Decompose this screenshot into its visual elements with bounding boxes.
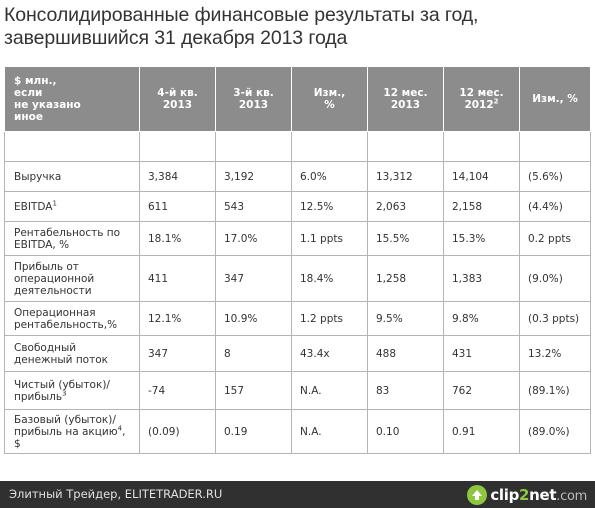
value-cell: (0.3 ppts) (519, 301, 591, 336)
value-cell: 43.4x (291, 335, 368, 372)
value-cell: -74 (139, 371, 216, 410)
value-cell: 157 (215, 371, 292, 410)
value-cell: 13,312 (367, 161, 444, 192)
row-label: EBITDA1 (4, 191, 140, 222)
value-cell: 12.5% (291, 191, 368, 222)
row-label: Выручка (4, 161, 140, 192)
arrow-up-icon (467, 485, 488, 505)
value-cell: (9.0%) (519, 255, 591, 302)
value-cell: 6.0% (291, 161, 368, 192)
value-cell: 0.2 ppts (519, 221, 591, 256)
value-cell: 2,158 (443, 191, 520, 222)
header-change-quarter: Изм., % (291, 66, 368, 132)
table-row: Чистый (убыток)/прибыль3 -74 157 N.A. 83 762(… (4, 371, 591, 410)
value-cell: 3,384 (139, 161, 216, 192)
page-title-line-1: Консолидированные финансовые результаты … (4, 4, 479, 26)
value-cell: 12.1% (139, 301, 216, 336)
value-cell: (89.1%) (519, 371, 591, 410)
table-spacer-row (4, 131, 591, 162)
value-cell: 9.8% (443, 301, 520, 336)
value-cell: 1,258 (367, 255, 444, 302)
value-cell: (5.6%) (519, 161, 591, 192)
value-cell: 18.4% (291, 255, 368, 302)
value-cell: 3,192 (215, 161, 292, 192)
table-row: Свободный денежный поток 347 8 43.4x 488 431 1… (4, 335, 591, 372)
source-credit: Элитный Трейдер, ELITETRADER.RU (9, 487, 223, 501)
value-cell: 13.2% (519, 335, 591, 372)
footer-bar: Элитный Трейдер, ELITETRADER.RU clip2net… (0, 481, 595, 508)
empty-cell (291, 131, 368, 162)
value-cell: 1.1 ppts (291, 221, 368, 256)
value-cell: (89.0%) (519, 409, 591, 454)
empty-cell (139, 131, 216, 162)
value-cell: 15.3% (443, 221, 520, 256)
row-label: Базовый (убыток)/прибыль на акцию4, $ (4, 409, 140, 454)
table-row: Прибыль от операционной деятельности 411 3… (4, 255, 591, 302)
header-q3-2013: 3-й кв. 2013 (215, 66, 292, 132)
financial-results-table: $ млн., если не указано иное 4-й кв. 201… (4, 66, 591, 454)
table-row: Рентабельность по EBITDA, % 18.1% 17.0% 1.1… (4, 221, 591, 256)
value-cell: 10.9% (215, 301, 292, 336)
value-cell: 15.5% (367, 221, 444, 256)
value-cell: 488 (367, 335, 444, 372)
value-cell: 2,063 (367, 191, 444, 222)
value-cell: 9.5% (367, 301, 444, 336)
value-cell: 18.1% (139, 221, 216, 256)
value-cell: N.A. (291, 409, 368, 454)
page-title-line-2: завершившийся 31 декабря 2013 года (4, 27, 348, 49)
value-cell: 83 (367, 371, 444, 410)
value-cell: 431 (443, 335, 520, 372)
row-label: Рентабельность по EBITDA, % (4, 221, 140, 256)
empty-cell (443, 131, 520, 162)
value-cell: 543 (215, 191, 292, 222)
value-cell: 1.2 ppts (291, 301, 368, 336)
value-cell: 1,383 (443, 255, 520, 302)
clip2net-logo: clip2net.com (467, 484, 587, 506)
value-cell: N.A. (291, 371, 368, 410)
header-units: $ млн., если не указано иное (4, 66, 140, 132)
row-label: Свободный денежный поток (4, 335, 140, 372)
value-cell: 0.10 (367, 409, 444, 454)
table-header-row: $ млн., если не указано иное 4-й кв. 201… (4, 66, 591, 132)
table-row: Выручка 3,384 3,192 6.0% 13,312 14,104 (5.6%) (4, 161, 591, 192)
table-row: Операционная рентабельность,% 12.1% 10.9% 1… (4, 301, 591, 336)
header-q4-2013: 4-й кв. 2013 (139, 66, 216, 132)
table-row: Базовый (убыток)/прибыль на акцию4, $ (0.… (4, 409, 591, 454)
value-cell: (4.4%) (519, 191, 591, 222)
row-label: Прибыль от операционной деятельности (4, 255, 140, 302)
value-cell: 347 (139, 335, 216, 372)
empty-cell (519, 131, 591, 162)
value-cell: 611 (139, 191, 216, 222)
value-cell: 8 (215, 335, 292, 372)
row-label: Чистый (убыток)/прибыль3 (4, 371, 140, 410)
value-cell: 0.91 (443, 409, 520, 454)
empty-cell (215, 131, 292, 162)
header-12m-2012: 12 мес. 20122 (443, 66, 520, 132)
value-cell: 14,104 (443, 161, 520, 192)
value-cell: 347 (215, 255, 292, 302)
empty-cell (4, 131, 140, 162)
page-title: Консолидированные финансовые результаты … (4, 4, 589, 50)
value-cell: 0.19 (215, 409, 292, 454)
value-cell: (0.09) (139, 409, 216, 454)
empty-cell (367, 131, 444, 162)
value-cell: 17.0% (215, 221, 292, 256)
header-change-year: Изм., % (519, 66, 591, 132)
row-label: Операционная рентабельность,% (4, 301, 140, 336)
value-cell: 762 (443, 371, 520, 410)
table-row: EBITDA1 611 543 12.5% 2,063 2,158 (4.4%) (4, 191, 591, 222)
header-12m-2013: 12 мес. 2013 (367, 66, 444, 132)
value-cell: 411 (139, 255, 216, 302)
